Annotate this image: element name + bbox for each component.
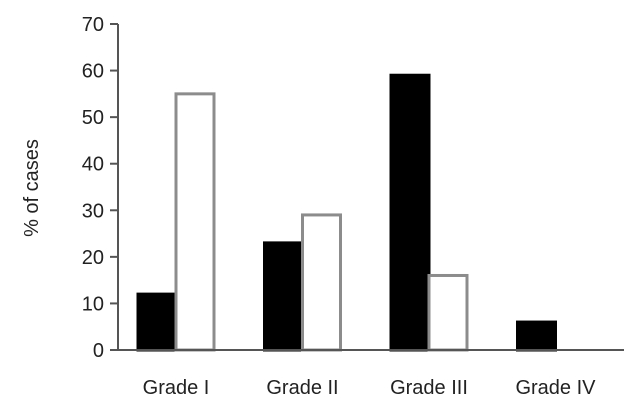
y-axis-title: % of cases <box>21 139 43 237</box>
bar-grade-ii-series-2 <box>301 213 342 352</box>
y-tick-label: 20 <box>82 247 104 269</box>
bar-grade-ii-series-1 <box>263 241 304 352</box>
y-tick-label: 0 <box>93 340 104 362</box>
y-tick-label: 60 <box>82 61 104 83</box>
y-tick-label: 50 <box>82 107 104 129</box>
y-tick-label: 40 <box>82 154 104 176</box>
y-tick-label: 70 <box>82 14 104 36</box>
y-tick-label: 30 <box>82 200 104 222</box>
x-category-label: Grade III <box>390 377 468 399</box>
y-tick-label: 10 <box>82 293 104 315</box>
bar-grade-i-series-1 <box>136 292 178 352</box>
x-category-label: Grade I <box>143 377 210 399</box>
bar-grade-iii-series-2 <box>427 273 469 352</box>
x-category-label: Grade IV <box>515 377 596 399</box>
y-axis-ticks: 0 10 20 30 40 50 60 70 <box>82 14 118 362</box>
bars <box>136 73 557 352</box>
x-category-label: Grade II <box>266 377 338 399</box>
bar-grade-i-series-2 <box>174 92 216 352</box>
x-axis-category-labels: Grade I Grade II Grade III Grade IV <box>143 377 597 399</box>
bar-grade-iv-series-1 <box>516 320 557 352</box>
bar-grade-iii-series-1 <box>389 73 431 352</box>
